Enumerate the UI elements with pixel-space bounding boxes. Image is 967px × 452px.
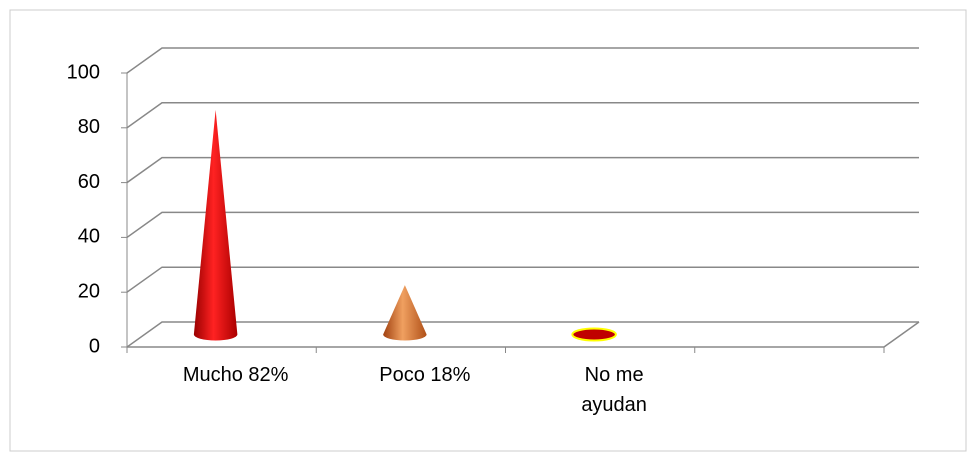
cone: [571, 327, 617, 342]
y-tick-label: 80: [78, 116, 100, 138]
cone: [383, 285, 427, 341]
chart-border: [9, 9, 967, 452]
y-tick-label: 100: [67, 61, 100, 83]
cone: [193, 109, 238, 341]
y-tick-label: 0: [89, 335, 100, 357]
grid-line: [126, 47, 919, 74]
grid-line: [126, 266, 919, 293]
x-tick-label: No me ayudan: [581, 364, 647, 416]
y-tick-label: 20: [78, 280, 100, 302]
grid-line: [126, 321, 919, 348]
y-tick-label: 40: [78, 226, 100, 248]
grid-line: [126, 211, 919, 239]
floor-edge: [127, 321, 920, 348]
x-tick-label: Poco 18%: [379, 364, 471, 386]
x-tick-label: Mucho 82%: [182, 364, 289, 386]
grid-line: [126, 102, 919, 129]
y-tick-label: 60: [78, 171, 100, 193]
grid-line: [126, 156, 919, 184]
